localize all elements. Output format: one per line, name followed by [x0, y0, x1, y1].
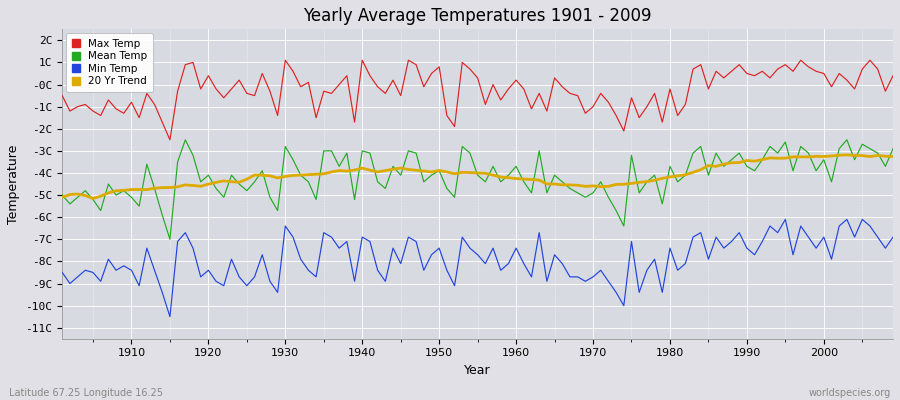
Title: Yearly Average Temperatures 1901 - 2009: Yearly Average Temperatures 1901 - 2009 — [303, 7, 652, 25]
X-axis label: Year: Year — [464, 364, 491, 377]
Y-axis label: Temperature: Temperature — [7, 144, 20, 224]
Legend: Max Temp, Mean Temp, Min Temp, 20 Yr Trend: Max Temp, Mean Temp, Min Temp, 20 Yr Tre… — [67, 34, 153, 92]
Text: worldspecies.org: worldspecies.org — [809, 388, 891, 398]
Text: Latitude 67.25 Longitude 16.25: Latitude 67.25 Longitude 16.25 — [9, 388, 163, 398]
